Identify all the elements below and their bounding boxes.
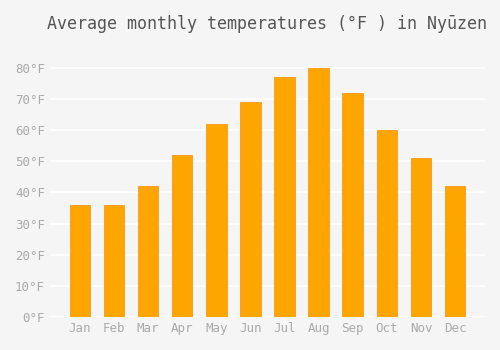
Bar bbox=[410, 158, 431, 317]
Bar bbox=[308, 68, 329, 317]
Bar bbox=[104, 205, 124, 317]
Bar bbox=[445, 186, 465, 317]
Bar bbox=[342, 93, 363, 317]
Bar bbox=[376, 130, 397, 317]
Bar bbox=[274, 77, 294, 317]
Title: Average monthly temperatures (°F ) in Nyūzen: Average monthly temperatures (°F ) in Ny… bbox=[48, 15, 488, 33]
Bar bbox=[206, 124, 227, 317]
Bar bbox=[172, 155, 193, 317]
Bar bbox=[240, 102, 260, 317]
Bar bbox=[70, 205, 90, 317]
Bar bbox=[138, 186, 158, 317]
